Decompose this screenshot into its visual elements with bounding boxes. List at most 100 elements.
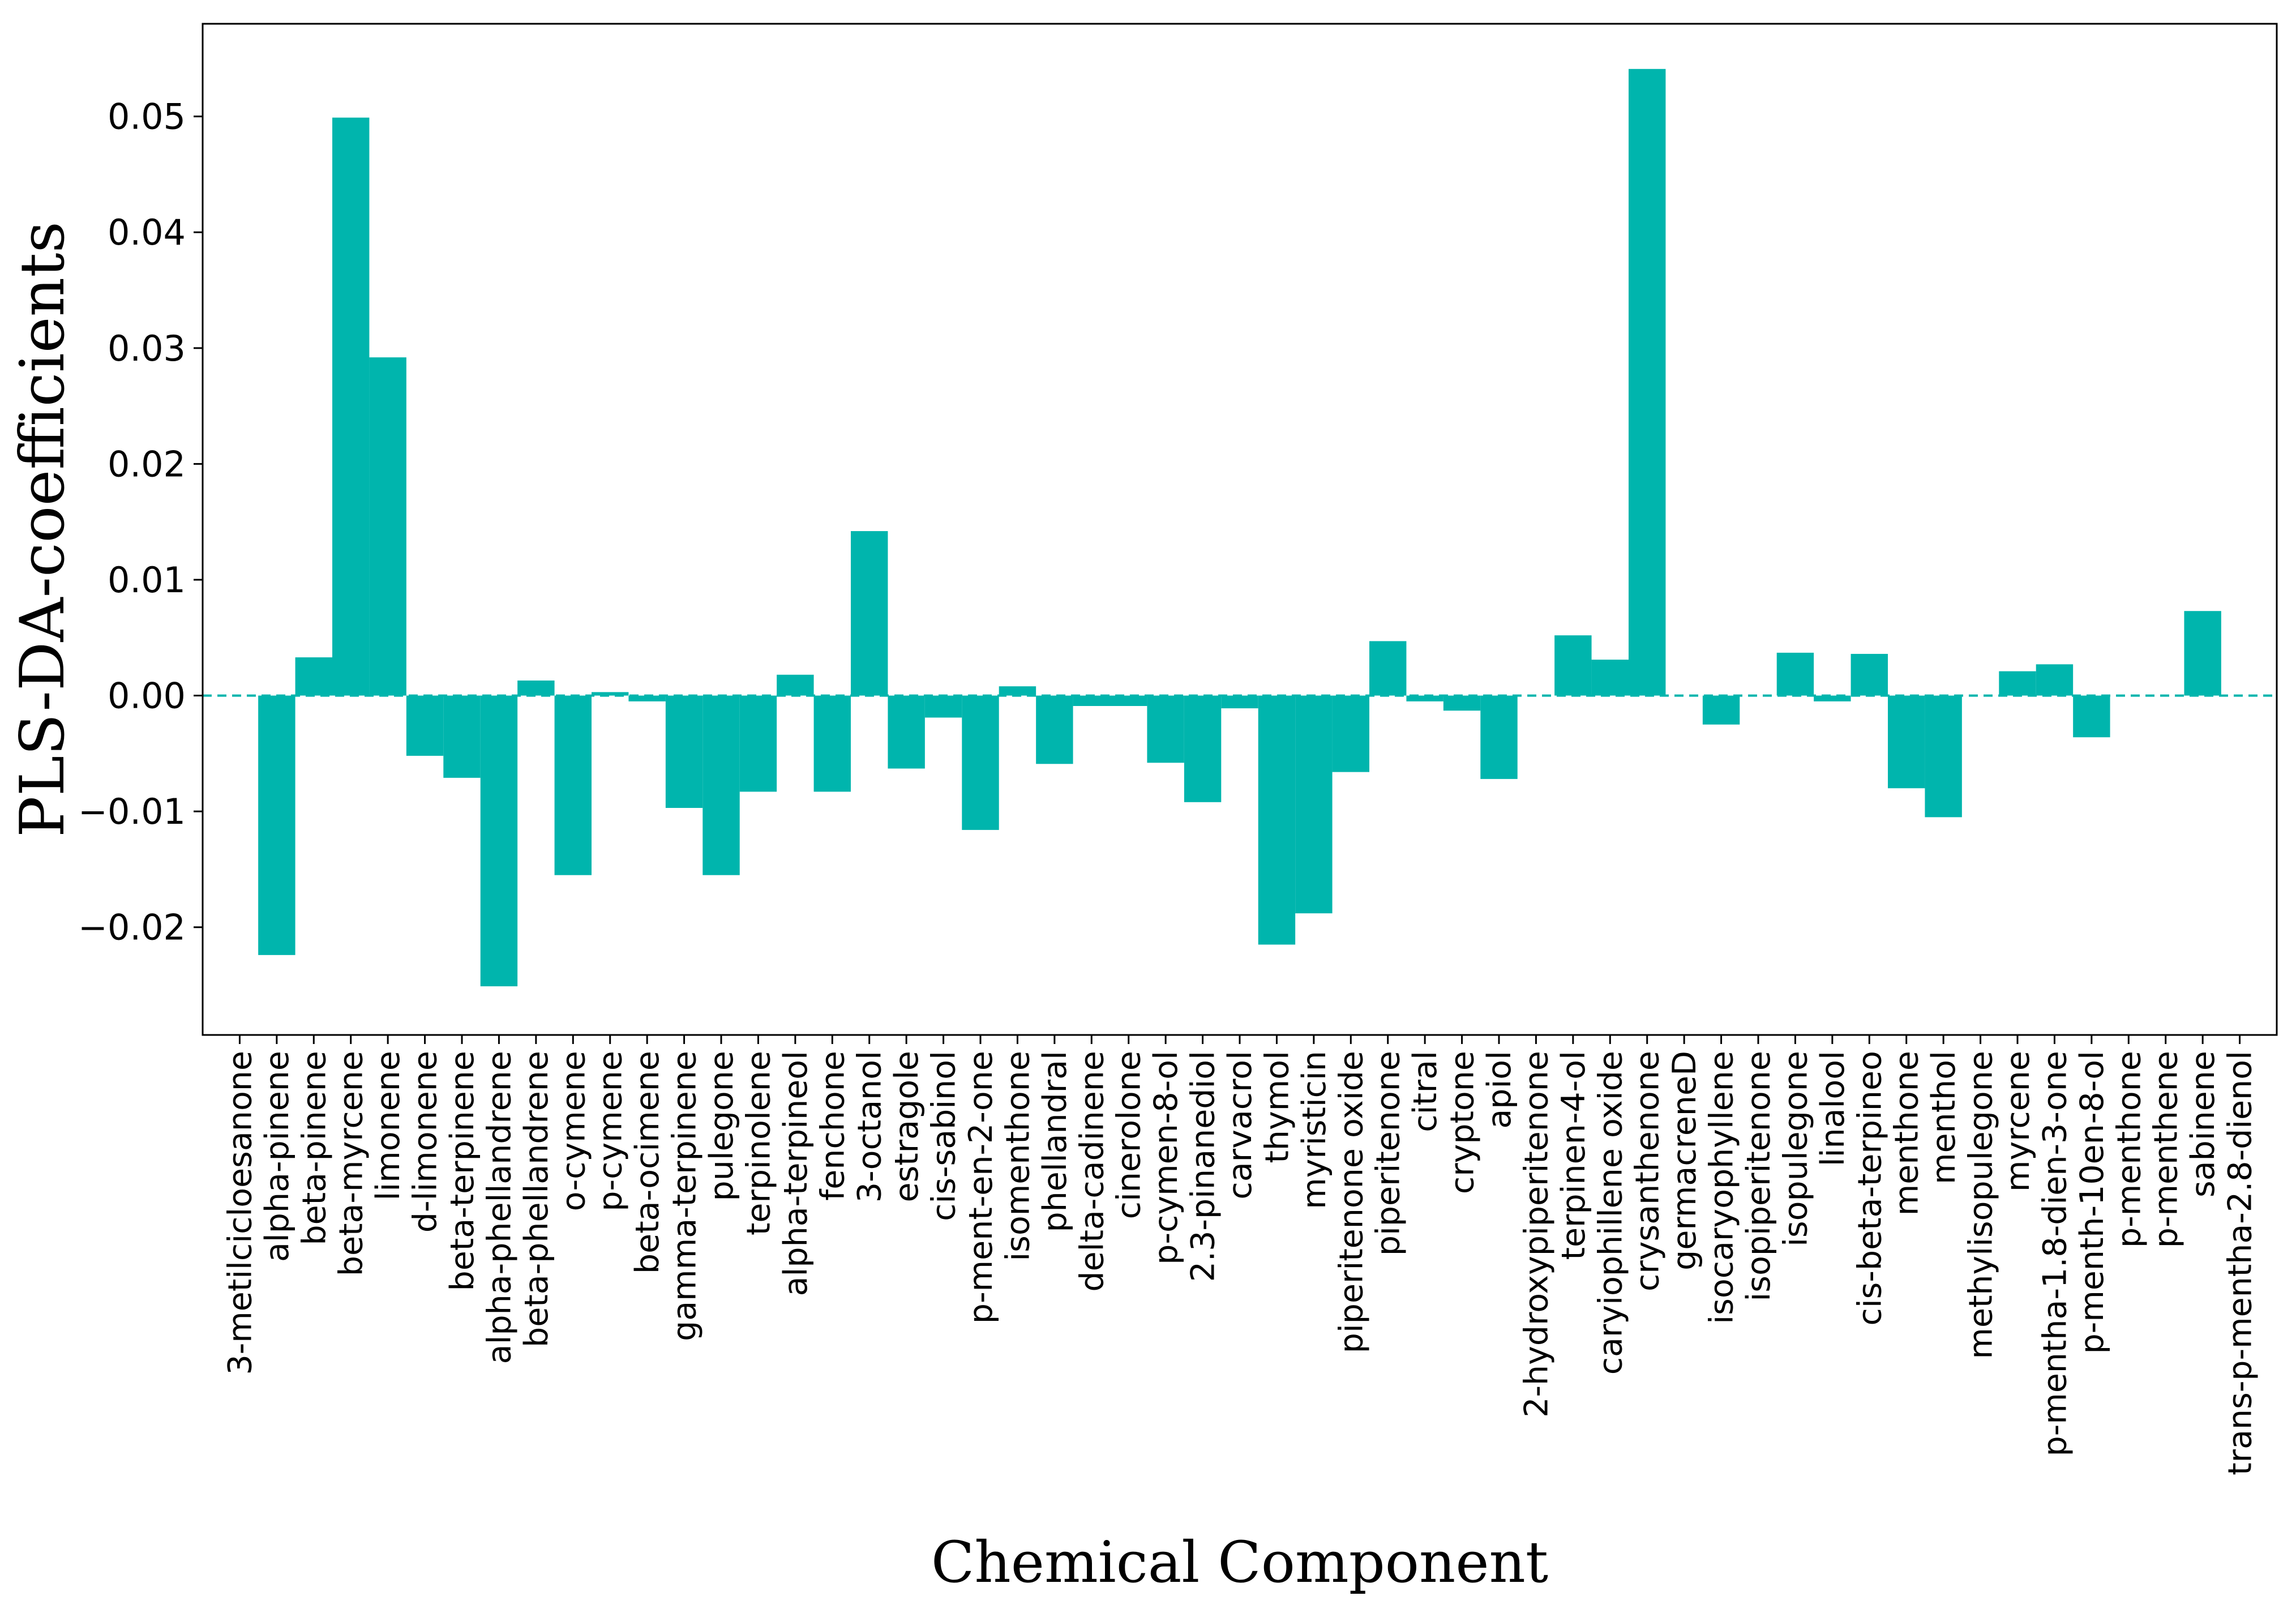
y-tick-label: 0.02 <box>108 443 186 485</box>
bar-alpha-terpineol <box>777 674 814 696</box>
bar-isomenthone <box>999 686 1036 696</box>
x-tick-label: piperitenone oxide <box>1333 1051 1370 1353</box>
bar-caryiophillene-oxide <box>1591 660 1629 696</box>
x-tick-label: cis-sabinol <box>926 1051 963 1221</box>
x-tick-label: alpha-terpineol <box>777 1051 815 1296</box>
bar-apiol <box>1480 695 1518 779</box>
x-tick-label: delta-cadinene <box>1073 1051 1111 1292</box>
bar-gamma-terpinene <box>665 695 703 808</box>
bar-beta-pinene <box>295 657 332 696</box>
bar-isocaryophyllene <box>1702 695 1740 725</box>
y-tick-label: 0.03 <box>108 328 186 369</box>
bar-beta-phellandrene <box>517 680 555 696</box>
x-tick-label: linalool <box>1814 1051 1852 1166</box>
x-tick-label: isomenthone <box>999 1051 1036 1261</box>
x-tick-label: carvacrol <box>1222 1051 1259 1200</box>
x-tick-label: myristicin <box>1296 1051 1333 1209</box>
x-tick-label: 2-hydroxypiperitenone <box>1518 1051 1555 1418</box>
bar-delta-cadinene <box>1073 695 1110 706</box>
x-tick-label: p-menthone <box>2110 1051 2148 1248</box>
bar-isopulegone <box>1776 652 1814 696</box>
bar-fenchone <box>813 695 851 792</box>
x-tick-label: citral <box>1407 1051 1444 1132</box>
x-tick-label: p-menth-10en-8-ol <box>2074 1051 2111 1354</box>
y-tick-label: 0.04 <box>108 212 186 253</box>
bar-myristicin <box>1295 695 1333 914</box>
bar-menthol <box>1925 695 1962 818</box>
bar-piperitenone-oxide <box>1332 695 1369 772</box>
x-axis: 3-metilcicloesanone alpha-pinene beta-pine… <box>221 1035 2259 1475</box>
bar-estragole <box>888 695 925 769</box>
x-tick-label: isopulegone <box>1777 1051 1814 1247</box>
bar-p-menth-10en-8-ol <box>2073 695 2110 738</box>
bar-myrcene <box>1999 671 2036 696</box>
x-tick-label: p-mentha-1.8-dien-3-one <box>2036 1051 2074 1456</box>
bar-beta-ocimene <box>628 695 666 701</box>
x-tick-label: terpinen-4-ol <box>1555 1051 1592 1260</box>
x-tick-label: cis-beta-terpineo <box>1851 1051 1888 1325</box>
bar-d-limonene <box>406 695 444 756</box>
bar-linalool <box>1814 695 1851 701</box>
x-tick-label: isopiperitenone <box>1740 1051 1777 1302</box>
x-tick-label: fenchone <box>814 1051 851 1201</box>
x-tick-label: beta-phellandrene <box>518 1051 555 1347</box>
x-tick-label: d-limonene <box>407 1051 444 1233</box>
x-tick-label: o-cymene <box>555 1051 592 1211</box>
x-tick-label: menthone <box>1888 1051 1926 1216</box>
y-tick-label: −0.02 <box>78 907 186 948</box>
x-tick-label: phellandral <box>1036 1051 1074 1233</box>
x-tick-label: beta-ocimene <box>629 1051 666 1274</box>
x-tick-label: isocaryophyllene <box>1703 1051 1741 1324</box>
x-axis-label: Chemical Component <box>931 1529 1548 1595</box>
bar-menthone <box>1888 695 1925 789</box>
x-tick-label: beta-pinene <box>295 1051 333 1246</box>
y-tick-label: 0.00 <box>108 675 186 717</box>
y-tick-label: 0.05 <box>108 96 186 138</box>
x-tick-label: crysanthenone <box>1629 1051 1667 1291</box>
x-tick-label: alpha-pinene <box>259 1051 296 1262</box>
x-tick-label: germacreneD <box>1666 1051 1703 1270</box>
x-tick-label: caryiophillene oxide <box>1592 1051 1629 1375</box>
x-tick-label: beta-terpinene <box>444 1051 481 1291</box>
y-axis-label: PLS-DA-coefficients <box>7 221 78 837</box>
bar-terpinen-4-ol <box>1554 635 1592 696</box>
bar-limonene <box>369 357 406 696</box>
x-tick-label: sabinene <box>2184 1051 2222 1197</box>
x-tick-label: p-cymen-8-ol <box>1147 1051 1185 1265</box>
x-tick-label: 2.3-pinanediol <box>1185 1051 1222 1282</box>
bar-crysanthenone <box>1629 69 1666 696</box>
bar-beta-terpinene <box>443 695 481 778</box>
x-tick-label: 3-metilcicloesanone <box>221 1051 259 1375</box>
bar-piperitenone <box>1369 641 1407 696</box>
x-tick-label: apiol <box>1481 1051 1518 1129</box>
bar-p-cymene <box>592 692 629 696</box>
x-tick-label: beta-myrcene <box>333 1051 370 1276</box>
y-axis: −0.02 −0.01 0.00 0.01 0.02 0.03 0.04 0.05 <box>78 96 203 948</box>
x-tick-label: terpinolene <box>740 1051 777 1235</box>
x-tick-label: piperitenone <box>1370 1051 1407 1256</box>
bar-sabinene <box>2184 611 2221 696</box>
bar-o-cymene <box>554 695 592 875</box>
y-tick-label: 0.01 <box>108 559 186 601</box>
x-tick-label: menthol <box>1925 1051 1963 1184</box>
bar-p-cymen-8-ol <box>1147 695 1184 763</box>
x-tick-label: myrcene <box>1999 1051 2037 1192</box>
bar-alpha-pinene <box>258 695 295 955</box>
bar-p-ment-en-2-one <box>962 695 999 830</box>
x-tick-label: cinerolone <box>1111 1051 1148 1219</box>
bar-beta-myrcene <box>332 117 370 696</box>
bar-cryptone <box>1443 695 1481 711</box>
bar-2-3-pinanediol <box>1184 695 1222 802</box>
x-tick-label: p-ment-en-2-one <box>962 1051 1000 1324</box>
bar-cis-beta-terpineo <box>1850 653 1888 696</box>
bar-citral <box>1406 695 1443 701</box>
bars-group <box>221 69 2259 987</box>
bar-thymol <box>1258 695 1296 945</box>
bar-p-mentha-1-8-dien-3-one <box>2036 664 2074 696</box>
x-tick-label: methylisopulegone <box>1963 1051 2000 1359</box>
y-tick-label: −0.01 <box>78 791 186 832</box>
bar-cinerolone <box>1110 695 1147 706</box>
bar-cis-sabinol <box>924 695 962 718</box>
x-tick-label: p-menthene <box>2148 1051 2185 1248</box>
